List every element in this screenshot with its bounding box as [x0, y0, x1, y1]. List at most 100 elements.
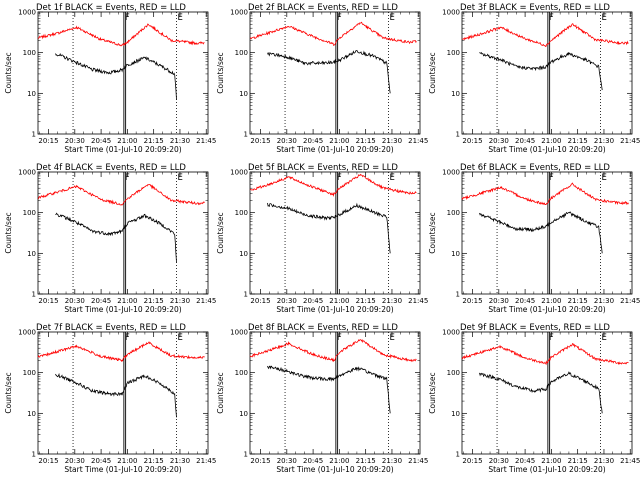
events-series-line: [267, 202, 391, 254]
y-tick-label: 1000: [18, 329, 36, 337]
x-tick-label: 21:30: [170, 297, 190, 305]
time-marker-label: F: [337, 333, 342, 343]
y-tick-label: 10: [239, 90, 248, 98]
x-tick-label: 20:30: [489, 137, 509, 145]
x-tick-label: 20:30: [277, 297, 297, 305]
y-axis-label: Counts/sec: [428, 372, 437, 413]
time-marker-label: E: [177, 333, 182, 343]
y-tick-label: 10: [27, 90, 36, 98]
events-series-line: [479, 371, 603, 414]
time-marker-label: F: [337, 173, 342, 183]
y-tick-label: 100: [23, 209, 36, 217]
x-tick-label: 21:15: [144, 457, 164, 465]
x-axis-label: Start Time (01-Jul-10 20:09:20): [488, 145, 605, 154]
y-tick-label: 10: [451, 250, 460, 258]
x-tick-label: 20:45: [303, 457, 323, 465]
x-tick-label: 20:15: [250, 137, 270, 145]
y-tick-label: 1: [456, 451, 460, 459]
x-tick-label: 21:00: [541, 297, 561, 305]
x-tick-label: 21:45: [408, 297, 428, 305]
y-axis-label: Counts/sec: [428, 52, 437, 93]
time-marker-label: E: [601, 173, 606, 183]
panel-title: Det 9f BLACK = Events, RED = LLD: [460, 323, 610, 333]
events-series-line: [479, 211, 603, 254]
time-marker-label: E: [601, 13, 606, 23]
events-series-line: [55, 52, 177, 100]
panel-det-8: Det 8f BLACK = Events, RED = LLD 1 10 100 10…: [216, 323, 428, 474]
x-tick-label: 21:00: [329, 297, 349, 305]
time-marker-label: E: [177, 173, 182, 183]
x-tick-label: 21:15: [568, 137, 588, 145]
x-tick-label: 20:15: [38, 457, 58, 465]
lld-series-line: [461, 182, 629, 206]
y-tick-label: 1: [244, 291, 248, 299]
time-marker-label: E: [601, 333, 606, 343]
y-tick-label: 100: [235, 209, 248, 217]
y-tick-label: 10: [451, 410, 460, 418]
y-axis-label: Counts/sec: [4, 212, 13, 253]
plot-frame: [461, 331, 633, 455]
x-tick-label: 20:45: [91, 137, 111, 145]
x-tick-label: 21:15: [568, 297, 588, 305]
time-marker-label: E: [389, 173, 394, 183]
panel-title: Det 1f BLACK = Events, RED = LLD: [36, 3, 186, 13]
panel-det-2: Det 2f BLACK = Events, RED = LLD 1 10 100 10…: [216, 3, 428, 154]
x-tick-label: 20:45: [303, 297, 323, 305]
x-tick-label: 20:30: [277, 457, 297, 465]
x-tick-label: 21:00: [117, 137, 137, 145]
x-axis-label: Start Time (01-Jul-10 20:09:20): [64, 305, 181, 314]
time-marker-label: F: [125, 13, 130, 23]
x-tick-label: 21:45: [620, 457, 640, 465]
y-tick-label: 100: [447, 369, 460, 377]
x-tick-label: 20:30: [277, 137, 297, 145]
y-tick-label: 1: [244, 131, 248, 139]
time-marker-label: F: [337, 13, 342, 23]
x-tick-label: 21:00: [541, 457, 561, 465]
lld-series-line: [249, 173, 417, 197]
events-series-line: [267, 365, 391, 414]
x-tick-label: 21:15: [356, 457, 376, 465]
y-tick-label: 1000: [230, 9, 248, 17]
plot-frame: [37, 11, 209, 135]
panel-title: Det 7f BLACK = Events, RED = LLD: [36, 323, 186, 333]
x-tick-label: 21:30: [382, 457, 402, 465]
panel-det-5: Det 5f BLACK = Events, RED = LLD 1 10 100 10…: [216, 163, 428, 314]
x-tick-label: 20:15: [462, 137, 482, 145]
x-tick-label: 21:30: [170, 457, 190, 465]
lld-series-line: [37, 341, 205, 362]
panel-title: Det 4f BLACK = Events, RED = LLD: [36, 163, 186, 173]
time-marker-label: F: [549, 173, 554, 183]
y-tick-label: 1: [32, 451, 36, 459]
x-tick-label: 21:15: [356, 137, 376, 145]
panel-title: Det 3f BLACK = Events, RED = LLD: [460, 3, 610, 13]
x-tick-label: 21:15: [144, 297, 164, 305]
x-axis-label: Start Time (01-Jul-10 20:09:20): [488, 465, 605, 474]
time-marker-label: F: [125, 173, 130, 183]
y-tick-label: 1000: [442, 329, 460, 337]
x-tick-label: 20:30: [65, 297, 85, 305]
lld-series-line: [37, 183, 205, 206]
x-tick-label: 21:45: [620, 137, 640, 145]
x-axis-label: Start Time (01-Jul-10 20:09:20): [64, 145, 181, 154]
plot-frame: [37, 171, 209, 295]
x-tick-label: 20:30: [489, 297, 509, 305]
time-marker-label: F: [549, 333, 554, 343]
panel-det-9: Det 9f BLACK = Events, RED = LLD 1 10 100 10…: [428, 323, 640, 474]
x-tick-label: 20:15: [462, 297, 482, 305]
time-marker-label: F: [125, 333, 130, 343]
x-tick-label: 21:45: [620, 297, 640, 305]
x-tick-label: 20:45: [303, 137, 323, 145]
y-tick-label: 1000: [230, 169, 248, 177]
plot-frame: [249, 331, 421, 455]
events-series-line: [55, 212, 177, 263]
y-tick-label: 1: [456, 131, 460, 139]
plot-frame: [37, 331, 209, 455]
y-axis-label: Counts/sec: [4, 372, 13, 413]
y-axis-label: Counts/sec: [216, 212, 225, 253]
y-tick-label: 10: [239, 250, 248, 258]
y-tick-label: 1000: [442, 169, 460, 177]
plot-frame: [461, 171, 633, 295]
y-tick-label: 1000: [18, 169, 36, 177]
x-tick-label: 21:45: [196, 297, 216, 305]
